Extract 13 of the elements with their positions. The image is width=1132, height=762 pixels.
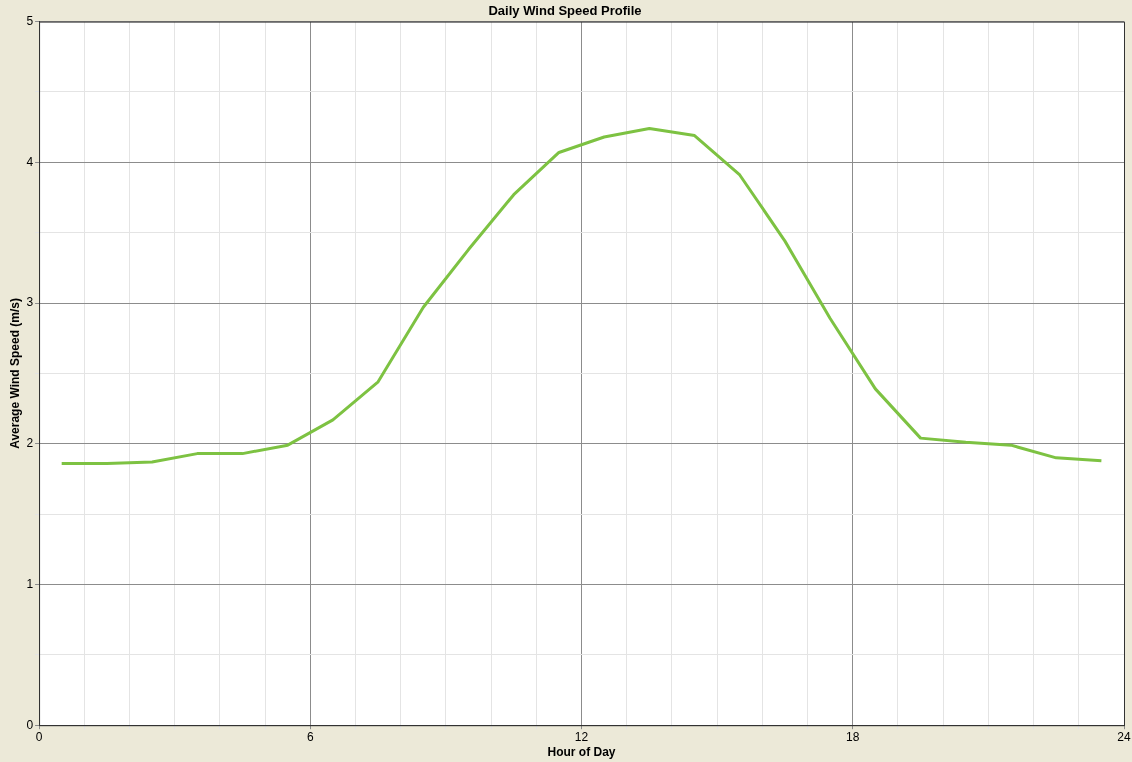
x-tick-label: 18	[846, 729, 860, 744]
x-tick-label: 6	[306, 729, 314, 744]
x-tick-label: 24	[1117, 729, 1131, 744]
y-tick-label: 4	[26, 154, 34, 169]
x-tick-label: 12	[574, 729, 589, 744]
y-tick-label: 3	[26, 295, 34, 310]
y-axis-title: Average Wind Speed (m/s)	[7, 297, 22, 449]
chart-title: Daily Wind Speed Profile	[488, 3, 642, 19]
y-tick-label: 0	[26, 717, 34, 732]
x-axis-title: Hour of Day	[547, 745, 616, 760]
y-tick-label: 2	[26, 436, 34, 451]
y-tick-label: 5	[26, 13, 34, 28]
y-tick-label: 1	[26, 576, 34, 591]
